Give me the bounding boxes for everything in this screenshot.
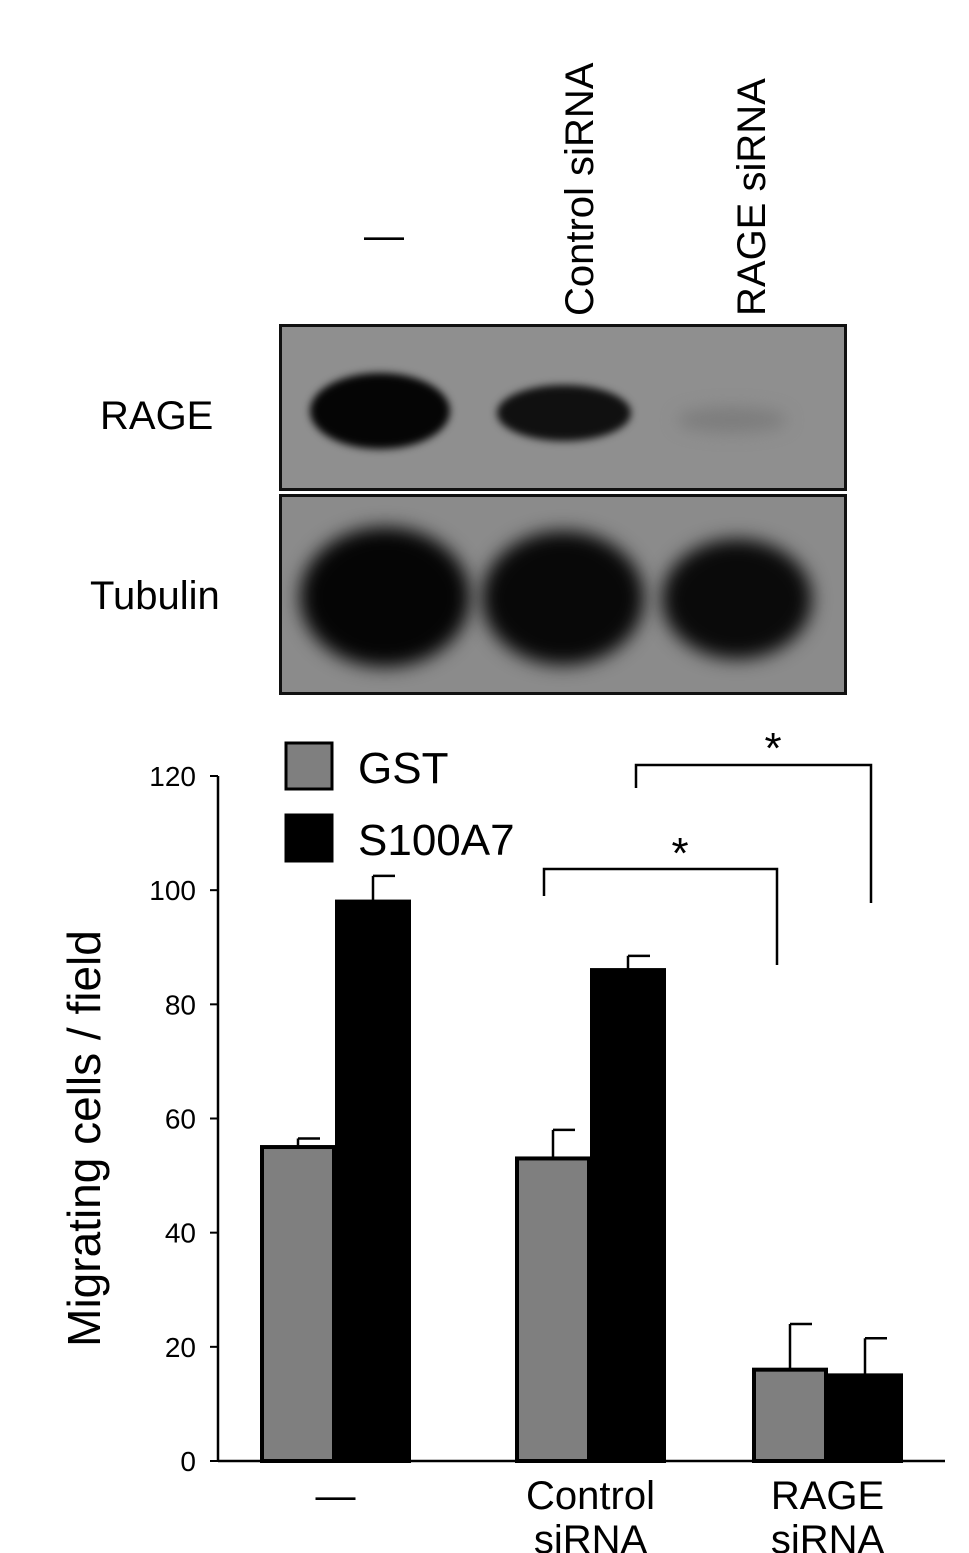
tubulin-band-control	[482, 531, 644, 665]
rage-band-untreated	[310, 373, 450, 449]
tubulin-band-rage-sirna	[662, 539, 812, 659]
significance-star: *	[671, 829, 688, 878]
rage-band-control	[497, 385, 631, 441]
y-tick-label: 120	[149, 761, 196, 792]
bar-gst-2	[752, 1367, 828, 1464]
bar-chart: 0 20 40 60 80 100 120 Migrating cells / field —…	[58, 724, 945, 1553]
y-tick-label: 20	[165, 1332, 196, 1363]
y-axis-label: Migrating cells / field	[58, 930, 110, 1347]
legend-label-gst: GST	[358, 744, 448, 793]
rage-band-rage-sirna	[677, 407, 787, 433]
lane-label-rage-sirna: RAGE siRNA	[730, 78, 774, 316]
y-tick-label: 60	[165, 1104, 196, 1135]
x-category-label: siRNA	[534, 1518, 648, 1553]
x-category-label: RAGE	[771, 1474, 884, 1518]
y-tick-label: 80	[165, 989, 196, 1020]
bar-gst-0	[260, 1145, 336, 1463]
row-label-tubulin: Tubulin	[90, 574, 220, 618]
legend-swatch-gst	[284, 741, 334, 791]
y-tick-label: 0	[180, 1446, 196, 1477]
bar-s100a7-1	[590, 968, 666, 1463]
x-category-label: Control	[526, 1474, 655, 1518]
x-category-label: siRNA	[771, 1518, 885, 1553]
blot-rage	[279, 324, 847, 491]
significance-star: *	[764, 724, 781, 773]
tubulin-band-untreated	[300, 527, 470, 667]
legend-label-s100a7: S100A7	[358, 816, 515, 865]
lane-label-control-sirna: Control siRNA	[558, 62, 602, 316]
y-tick-label: 100	[149, 875, 196, 906]
lane-label-untreated: —	[364, 214, 404, 258]
significance-bracket	[542, 867, 779, 965]
y-tick-label: 40	[165, 1218, 196, 1249]
bar-gst-1	[515, 1156, 591, 1463]
row-label-rage: RAGE	[100, 394, 214, 438]
bar-s100a7-0	[335, 899, 411, 1464]
blot-tubulin	[279, 494, 847, 695]
bar-s100a7-2	[827, 1373, 903, 1463]
x-category-label: —	[316, 1474, 356, 1518]
legend-swatch-s100a7	[284, 813, 334, 863]
significance-bracket	[634, 763, 873, 903]
